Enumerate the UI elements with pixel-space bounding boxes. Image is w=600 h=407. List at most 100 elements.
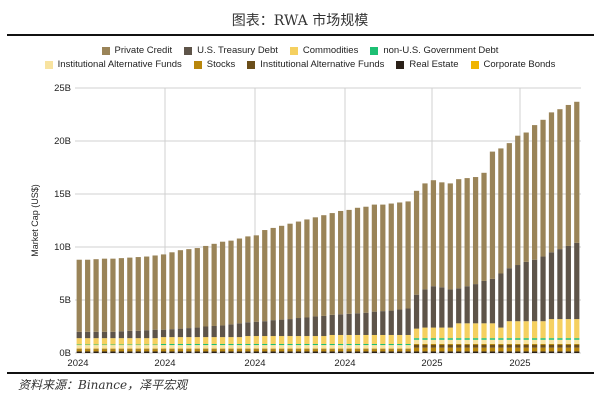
bar-segment bbox=[279, 336, 285, 344]
bar-segment bbox=[515, 347, 521, 352]
bar-segment bbox=[422, 183, 428, 290]
legend-item: Institutional Alternative Funds bbox=[247, 59, 384, 70]
bar-segment bbox=[523, 344, 529, 348]
bar-segment bbox=[515, 343, 521, 345]
legend-label: Commodities bbox=[302, 45, 359, 56]
bar-segment bbox=[472, 338, 479, 340]
bar-segment bbox=[101, 338, 108, 345]
bar-segment bbox=[397, 345, 403, 349]
bar-segment bbox=[160, 343, 167, 346]
bar-segment bbox=[329, 345, 335, 349]
bar-segment bbox=[548, 338, 555, 340]
bar-segment bbox=[144, 344, 150, 346]
bar-segment bbox=[338, 348, 344, 350]
bar-segment bbox=[321, 215, 327, 316]
bar-segment bbox=[413, 347, 420, 352]
bar-segment bbox=[295, 318, 302, 337]
bar-segment bbox=[380, 348, 386, 349]
bar-segment bbox=[270, 343, 276, 346]
bar-segment bbox=[169, 337, 175, 344]
bar-segment bbox=[329, 334, 335, 344]
bar-segment bbox=[363, 206, 369, 313]
bar-segment bbox=[506, 347, 512, 352]
bar-segment bbox=[346, 334, 352, 344]
bar-segment bbox=[270, 349, 276, 352]
bar-segment bbox=[127, 257, 133, 331]
bar-segment bbox=[371, 349, 377, 352]
bar-segment bbox=[397, 348, 403, 350]
bar-segment bbox=[194, 337, 200, 344]
bar-segment bbox=[152, 344, 158, 346]
bar-segment bbox=[397, 351, 403, 353]
bar-segment bbox=[540, 321, 546, 339]
bar-segment bbox=[515, 339, 521, 344]
bar-segment bbox=[557, 347, 563, 352]
bar-segment bbox=[236, 348, 243, 349]
bar-segment bbox=[228, 240, 234, 325]
bar-segment bbox=[456, 288, 462, 324]
bar-segment bbox=[405, 348, 411, 349]
bar-segment bbox=[363, 345, 369, 349]
bar-segment bbox=[363, 349, 369, 352]
bar-segment bbox=[118, 258, 124, 332]
bar-segment bbox=[152, 338, 158, 345]
bar-segment bbox=[76, 259, 82, 332]
bar-segment bbox=[144, 338, 150, 345]
bar-segment bbox=[430, 344, 437, 348]
legend-swatch bbox=[470, 60, 479, 69]
bar-segment bbox=[228, 337, 234, 344]
bar-segment bbox=[439, 287, 445, 328]
bar-segment bbox=[523, 347, 529, 352]
bar-segment bbox=[456, 351, 462, 353]
bar-segment bbox=[405, 334, 411, 344]
bar-segment bbox=[413, 338, 420, 340]
bar-segment bbox=[523, 351, 529, 353]
bar-segment bbox=[312, 343, 318, 346]
bar-segment bbox=[498, 148, 504, 274]
bar-segment bbox=[262, 351, 268, 353]
bar-segment bbox=[380, 348, 386, 350]
bar-segment bbox=[464, 344, 470, 348]
legend-row-2: Institutional Alternative Funds Stocks Ins… bbox=[0, 59, 600, 70]
bar-segment bbox=[321, 345, 327, 349]
bar-segment bbox=[489, 338, 496, 340]
bar-segment bbox=[295, 348, 302, 349]
bar-segment bbox=[472, 323, 479, 339]
bar-segment bbox=[439, 339, 445, 344]
bar-segment bbox=[489, 343, 496, 345]
bar-segment bbox=[110, 344, 116, 346]
bar-segment bbox=[270, 320, 276, 337]
bar-segment bbox=[245, 336, 251, 344]
bar-segment bbox=[194, 348, 200, 349]
y-tick-label: 10B bbox=[54, 242, 71, 253]
bar-segment bbox=[177, 345, 184, 349]
bar-segment bbox=[532, 338, 538, 340]
bar-segment bbox=[515, 321, 521, 339]
bar-segment bbox=[177, 337, 184, 344]
bar-segment bbox=[565, 347, 571, 352]
bar-segment bbox=[346, 343, 352, 346]
bar-segment bbox=[245, 351, 251, 353]
bar-segment bbox=[245, 322, 251, 337]
bar-segment bbox=[523, 132, 529, 262]
bar-segment bbox=[219, 337, 226, 344]
bar-segment bbox=[194, 248, 200, 328]
bar-segment bbox=[413, 294, 420, 329]
bar-segment bbox=[447, 343, 453, 345]
bar-segment bbox=[245, 348, 251, 349]
y-tick-label: 25B bbox=[54, 83, 71, 94]
bar-segment bbox=[489, 344, 496, 348]
bar-segment bbox=[498, 273, 504, 328]
bar-segment bbox=[481, 280, 487, 324]
bar-segment bbox=[346, 351, 352, 353]
bar-segment bbox=[203, 326, 209, 338]
bar-segment bbox=[203, 351, 209, 353]
bar-segment bbox=[118, 348, 124, 349]
bar-segment bbox=[194, 343, 200, 346]
bar-segment bbox=[456, 338, 462, 340]
legend-label: Stocks bbox=[206, 59, 236, 70]
bar-segment bbox=[287, 223, 293, 320]
bar-segment bbox=[422, 289, 428, 328]
bar-segment bbox=[118, 345, 124, 349]
bar-segment bbox=[228, 349, 234, 352]
